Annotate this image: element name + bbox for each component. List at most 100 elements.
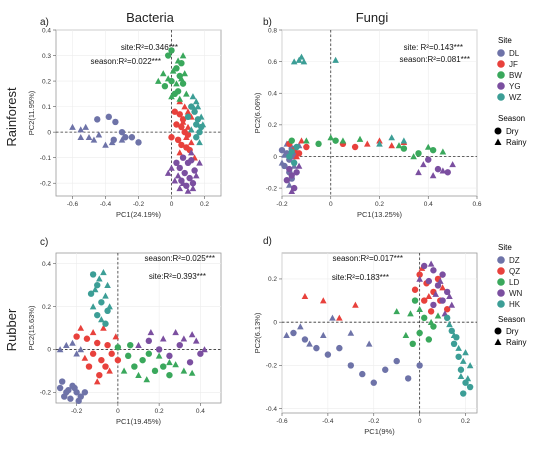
point-qz-dry xyxy=(411,286,419,293)
y-tick-label: -0.2 xyxy=(40,390,52,397)
point-bw-rainy xyxy=(356,135,364,142)
point-wn-rainy xyxy=(188,331,196,338)
r2-annotation: season:R²=0.025*** xyxy=(145,254,216,263)
point-yg-rainy xyxy=(288,187,296,195)
point-ld-rainy xyxy=(135,371,142,378)
point-wz-dry xyxy=(188,103,195,110)
point-bw-rainy xyxy=(173,80,180,87)
point-hk-rainy xyxy=(104,281,111,288)
point-bw-dry xyxy=(315,140,322,148)
point-qz-dry xyxy=(83,335,91,342)
point-wz-dry xyxy=(290,159,298,166)
legend-marker-dz xyxy=(497,256,505,264)
point-dl-dry xyxy=(118,128,126,136)
point-ld-rainy xyxy=(155,352,163,359)
point-dz-dry xyxy=(75,397,82,405)
point-wn-rainy xyxy=(192,337,200,344)
legend-season-rainy: Rainy xyxy=(506,338,526,347)
y-tick-label: 0.8 xyxy=(268,27,277,34)
point-hk-dry xyxy=(455,353,462,360)
point-wn-dry xyxy=(439,271,446,278)
point-ld-rainy xyxy=(172,361,179,368)
point-yg-dry xyxy=(176,164,183,172)
point-yg-dry xyxy=(181,169,188,177)
point-yg-rainy xyxy=(196,159,203,166)
column-title-bacteria: Bacteria xyxy=(126,10,174,25)
point-wz-dry xyxy=(286,153,293,160)
point-yg-dry xyxy=(434,165,442,173)
point-ld-rainy xyxy=(188,369,196,376)
point-ld-dry xyxy=(145,350,153,357)
x-tick-label: -0.2 xyxy=(276,201,288,208)
x-tick-label: -0.4 xyxy=(322,418,334,425)
x-tick-label: 0.2 xyxy=(375,201,384,208)
x-tick-label: -0.4 xyxy=(100,201,112,208)
point-yg-dry xyxy=(186,174,193,182)
point-dz-dry xyxy=(370,379,377,386)
point-yg-dry xyxy=(191,167,198,174)
point-bw-rainy xyxy=(424,143,432,150)
x-tick-label: -0.2 xyxy=(368,418,380,425)
point-qz-rainy xyxy=(100,324,107,331)
y-tick-label: -0.1 xyxy=(40,155,52,162)
y-tick-label: 0.6 xyxy=(268,59,277,66)
point-bw-dry xyxy=(174,88,182,95)
point-ld-dry xyxy=(131,363,138,370)
point-yg-dry xyxy=(425,156,432,163)
point-yg-dry xyxy=(188,157,195,164)
legend-dry-marker xyxy=(494,327,502,335)
point-ld-dry xyxy=(409,340,416,348)
point-dl-dry xyxy=(135,139,142,146)
point-yg-rainy xyxy=(439,167,447,174)
point-hk-dry xyxy=(460,390,467,397)
point-jf-dry xyxy=(174,136,182,144)
point-wz-rainy xyxy=(332,56,339,63)
point-qz-rainy xyxy=(112,333,120,340)
point-wz-rainy xyxy=(295,56,303,63)
point-bw-rainy xyxy=(164,75,172,82)
point-qz-rainy xyxy=(319,297,327,304)
point-ld-rainy xyxy=(143,376,151,383)
point-wz-rainy xyxy=(400,137,408,144)
point-dz-rainy xyxy=(77,346,85,353)
r2-annotation: season:R²=0.022*** xyxy=(91,57,162,66)
point-yg-rainy xyxy=(189,185,197,192)
point-dl-dry xyxy=(128,134,136,141)
legend-label-dz: DZ xyxy=(509,256,520,265)
point-dz-dry xyxy=(393,357,400,365)
point-dl-rainy xyxy=(77,133,85,141)
legend-label-wz: WZ xyxy=(509,93,522,102)
r2-annotation: season:R²=0.017*** xyxy=(333,254,404,263)
point-yg-dry xyxy=(189,180,197,187)
point-wz-rainy xyxy=(300,58,308,65)
point-dz-dry xyxy=(301,336,309,343)
point-bw-dry xyxy=(400,145,408,152)
point-dz-dry xyxy=(324,351,332,358)
x-tick-label: 0.4 xyxy=(424,201,433,208)
point-wz-rainy xyxy=(194,103,202,110)
point-hk-rainy xyxy=(457,372,465,380)
point-dz-dry xyxy=(71,384,78,392)
point-dz-dry xyxy=(61,393,68,400)
y-tick-label: 0.2 xyxy=(42,78,51,85)
point-wn-rainy xyxy=(416,275,423,282)
point-yg-rainy xyxy=(415,168,422,176)
legend-marker-yg xyxy=(497,82,505,90)
point-jf-dry xyxy=(178,141,185,149)
point-jf-dry xyxy=(168,134,175,141)
point-ld-dry xyxy=(139,356,146,364)
point-wz-rainy xyxy=(298,53,305,60)
point-dz-rainy xyxy=(319,331,327,338)
scatter-panel-4: -0.6 -0.4 -0.2 0 0.2 -0.4 -0.2 0 0.2 PC1(9%) PC2(6… xyxy=(253,236,478,436)
point-ld-rainy xyxy=(402,331,410,338)
point-yg-rainy xyxy=(164,169,172,176)
site-legend-rainforest: Site DL JF BW YG WZ Season Dry Rainy xyxy=(494,36,526,147)
point-wz-rainy xyxy=(388,134,395,141)
point-hk-rainy xyxy=(106,303,113,310)
r2-annotation: site: R²=0.143*** xyxy=(404,43,463,52)
point-hk-dry xyxy=(443,314,451,322)
point-jf-rainy xyxy=(184,123,192,130)
legend-season-dry: Dry xyxy=(506,127,518,136)
point-qz-rainy xyxy=(93,378,101,385)
